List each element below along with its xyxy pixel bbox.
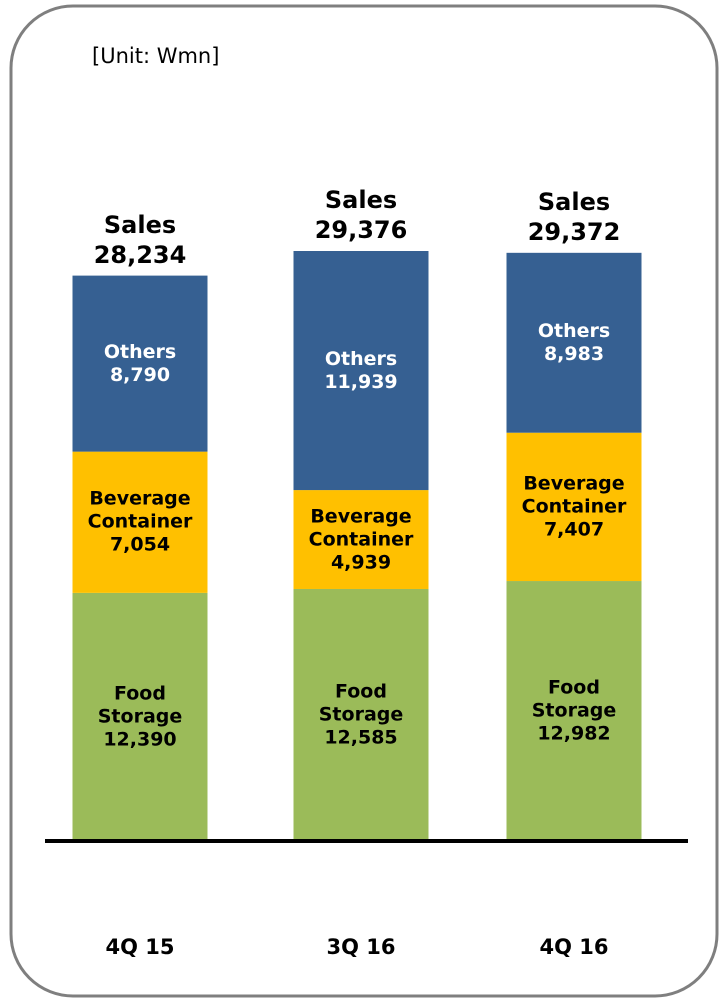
bar-segment: [506, 581, 642, 841]
series-name: Food Storage: [318, 680, 404, 726]
value-label: 12,390: [103, 728, 177, 751]
segment-label: Beverage Container 4,939: [309, 505, 414, 574]
frame: [9, 4, 719, 998]
series-name: Others: [537, 319, 611, 342]
series-name: Others: [324, 347, 398, 370]
segment-label: Food Storage 12,982: [532, 677, 617, 746]
value-label: 11,939: [324, 370, 398, 393]
segment-label: Others 11,939: [324, 348, 397, 394]
total-name: Sales: [537, 187, 611, 216]
bar-segment: [293, 490, 429, 589]
series-name: Beverage Container: [521, 472, 627, 518]
value-label: 7,407: [543, 518, 605, 541]
total-value: 28,234: [93, 240, 187, 269]
segment-label: Others 8,790: [104, 341, 176, 387]
bar-segment: [72, 592, 208, 841]
bar-segment: [72, 275, 208, 452]
total-label: Sales 28,234: [94, 210, 187, 270]
total-value: 29,376: [314, 216, 408, 244]
segment-label: Beverage Container 7,407: [522, 472, 627, 541]
x-tick-label: 4Q 16: [539, 935, 609, 959]
total-name: Sales: [103, 210, 177, 239]
segment-label: Others 8,983: [538, 320, 610, 366]
total-label: Sales 29,376: [315, 185, 408, 245]
series-name: Beverage Container: [308, 505, 414, 551]
value-label: 12,585: [324, 726, 398, 749]
value-label: 12,982: [537, 722, 611, 745]
series-name: Others: [103, 340, 177, 363]
bar-segment: [72, 451, 208, 593]
total-label: Sales 29,372: [528, 187, 621, 247]
series-name: Food Storage: [97, 682, 183, 728]
segment-label: Beverage Container 7,054: [88, 488, 193, 557]
segment-label: Food Storage 12,585: [319, 680, 404, 749]
value-label: 7,054: [109, 533, 171, 556]
bar-segment: [506, 252, 642, 433]
bar-segment: [506, 432, 642, 582]
value-label: 4,939: [330, 551, 392, 574]
unit-label: [Unit: Wmn]: [92, 44, 220, 68]
total-name: Sales: [324, 186, 398, 214]
series-name: Beverage Container: [87, 487, 193, 533]
total-value: 29,372: [527, 217, 621, 246]
bar-segment: [293, 588, 429, 841]
x-tick-label: 4Q 15: [105, 935, 175, 959]
bar-segment: [293, 251, 429, 491]
value-label: 8,983: [543, 342, 605, 365]
value-label: 8,790: [109, 363, 171, 386]
x-tick-label: 3Q 16: [326, 935, 396, 959]
segment-label: Food Storage 12,390: [98, 682, 183, 751]
series-name: Food Storage: [531, 676, 617, 722]
